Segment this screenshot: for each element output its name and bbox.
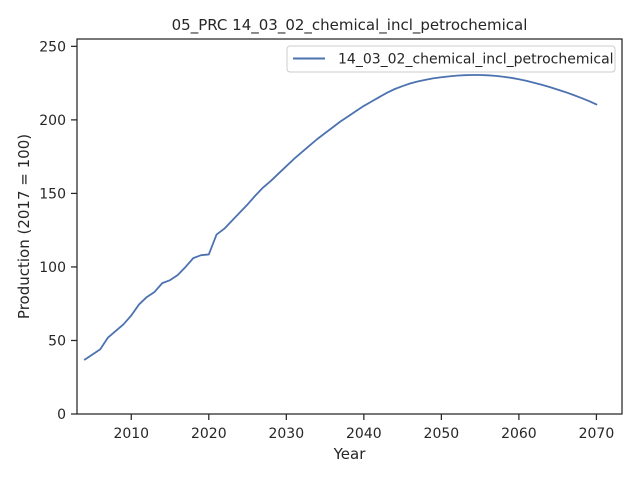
x-tick-label: 2070	[579, 426, 615, 442]
legend-label: 14_03_02_chemical_incl_petrochemical	[338, 52, 614, 68]
x-tick-label: 2020	[191, 426, 227, 442]
y-tick-label: 150	[39, 186, 66, 202]
legend: 14_03_02_chemical_incl_petrochemical	[286, 45, 616, 73]
x-axis-label: Year	[333, 445, 367, 463]
y-tick-label: 100	[39, 260, 66, 276]
y-axis-label: Production (2017 = 100)	[15, 134, 33, 319]
x-tick-label: 2050	[424, 426, 460, 442]
x-axis: 2010 2020 2030 2040 2050 2060 2070	[113, 414, 614, 442]
plot-frame	[76, 38, 623, 415]
chart-title: 05_PRC 14_03_02_chemical_incl_petrochemi…	[172, 16, 528, 35]
x-tick-label: 2030	[268, 426, 304, 442]
y-tick-label: 200	[39, 113, 66, 129]
x-tick-label: 2060	[501, 426, 537, 442]
y-tick-label: 250	[39, 39, 66, 55]
series-line	[83, 74, 598, 361]
y-tick-label: 0	[57, 407, 66, 423]
plot-area	[76, 38, 623, 415]
series-layer	[83, 74, 598, 361]
legend-box	[286, 45, 616, 73]
x-tick-label: 2040	[346, 426, 382, 442]
y-axis: 0 50 100 150 200 250	[39, 39, 77, 423]
x-tick-label: 2010	[113, 426, 149, 442]
y-tick-label: 50	[48, 333, 66, 349]
